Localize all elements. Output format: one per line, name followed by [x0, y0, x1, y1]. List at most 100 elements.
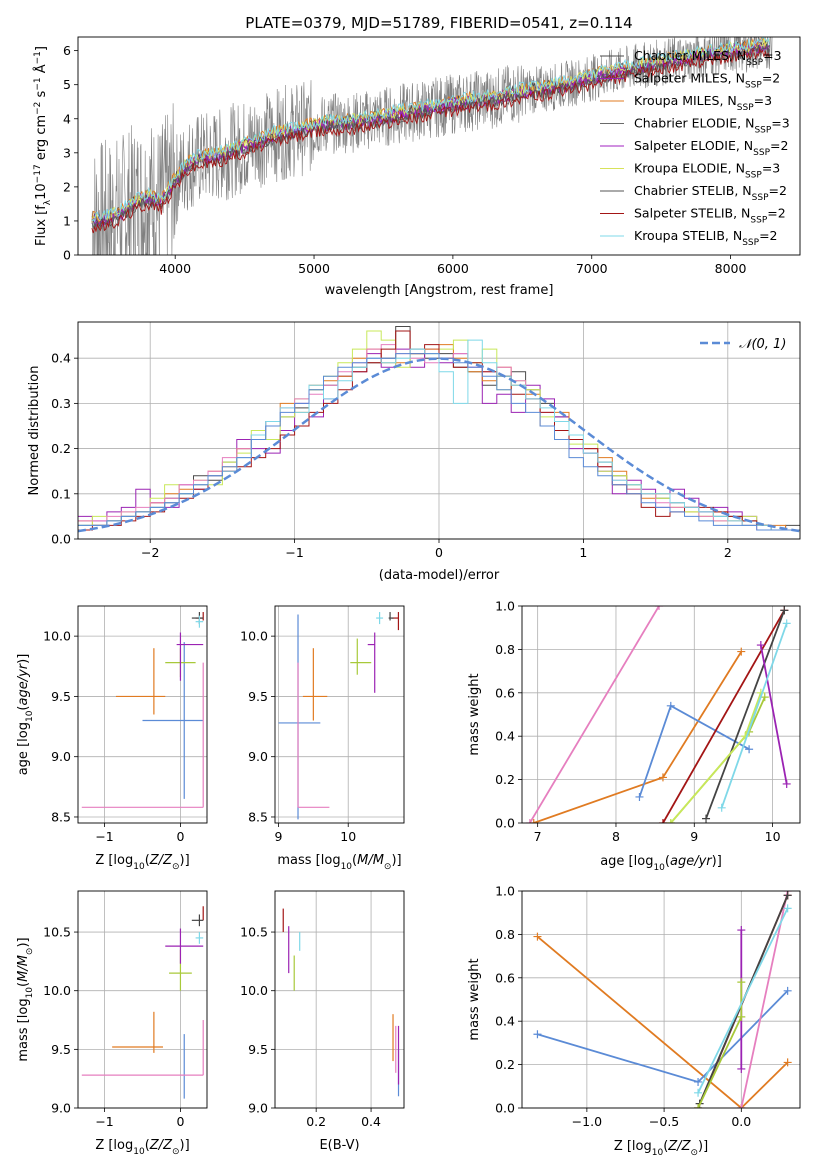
y-axis-label-part: ( — [16, 982, 31, 987]
errorbar-plot-area — [81, 612, 204, 808]
massweight-point — [529, 819, 538, 823]
y-tick-label: 0.0 — [495, 816, 515, 831]
x-tick-label: −1 — [95, 1114, 113, 1129]
x-axis-label-part: Z [log — [95, 853, 133, 868]
x-axis-label-part: 10 — [653, 863, 665, 873]
y-axis-label-part: Å — [33, 64, 49, 77]
y-tick-label: 0.4 — [51, 351, 71, 366]
y-tick-label: 10.0 — [43, 629, 71, 644]
x-tick-label: 0.2 — [306, 1114, 326, 1129]
x-tick-label: 1 — [579, 545, 587, 560]
y-tick-label: 0.8 — [495, 927, 515, 942]
y-axis-label-part: age [log — [16, 722, 31, 775]
massweight-point — [760, 693, 769, 702]
axes-frame — [77, 321, 801, 540]
massweight-point — [782, 619, 791, 628]
legend-label-part: =3 — [754, 93, 772, 108]
histogram-step-line — [78, 353, 800, 531]
x-axis-label: E(B-V) — [319, 1138, 359, 1153]
y-tick-label: 6 — [63, 43, 71, 58]
x-axis-label: (data-model)/error — [379, 568, 500, 583]
x-tick-label: −1.0 — [572, 1114, 602, 1129]
massweight-point — [655, 606, 664, 610]
x-tick-label: 0 — [176, 1114, 184, 1129]
legend-label-part: Kroupa STELIB, N — [634, 228, 742, 243]
y-axis-label-part: )] — [16, 654, 31, 664]
y-tick-label: 9.5 — [248, 1042, 268, 1057]
massweight-point — [737, 1104, 746, 1108]
y-axis-label-part: −2 — [33, 102, 43, 115]
massweight-point — [694, 1077, 703, 1086]
y-tick-label: 9.0 — [248, 1101, 268, 1116]
massweight-point — [783, 986, 792, 995]
y-tick-label: 0.2 — [495, 772, 515, 787]
legend-label: Chabrier STELIB, NSSP=2 — [634, 183, 787, 203]
y-axis-label-part: mass [log — [16, 998, 31, 1061]
legend-label-part: Salpeter ELODIE, N — [634, 138, 753, 153]
massweight-line — [536, 935, 789, 1108]
massweight-point — [702, 814, 711, 823]
massweight-point — [782, 779, 791, 788]
x-tick-label: 9 — [275, 829, 283, 844]
x-axis-label-part: ( — [145, 1138, 150, 1153]
massweight-point — [783, 904, 792, 913]
x-tick-label: 6000 — [437, 261, 469, 276]
legend-label: Chabrier ELODIE, NSSP=3 — [634, 116, 790, 136]
x-axis-label-part: 10 — [652, 1148, 664, 1158]
legend-label-part: Salpeter STELIB, N — [634, 206, 750, 221]
x-tick-label: 5000 — [298, 261, 330, 276]
legend-label-part: =2 — [762, 71, 780, 86]
x-tick-label: 8 — [612, 829, 620, 844]
massweight-point — [737, 1064, 746, 1073]
massweight-line — [720, 623, 788, 809]
massweight-line — [705, 609, 786, 820]
legend-label-part: Kroupa MILES, N — [634, 93, 737, 108]
errorbar-plot-area — [278, 612, 400, 820]
y-tick-label: 9.0 — [248, 749, 268, 764]
massweight-plot-area — [533, 891, 792, 1108]
y-tick-label: 10.5 — [43, 925, 71, 940]
x-tick-label: 0 — [435, 545, 443, 560]
legend-label-part: SSP — [754, 126, 771, 136]
x-tick-label: 7 — [534, 829, 542, 844]
massweight-point — [694, 1088, 703, 1097]
massweight-point — [717, 803, 726, 812]
x-axis-label-part: ⊙ — [690, 1148, 698, 1158]
y-axis-label-part: Flux [f — [34, 205, 49, 246]
z-vs-age-panel: −1 08.59.09.510.0Z [log10(Z/Z⊙)]age [log1… — [16, 605, 208, 872]
x-tick-label: −1 — [95, 829, 113, 844]
y-tick-label: 0 — [63, 248, 71, 263]
massweight-point — [658, 773, 667, 782]
massweight-point — [694, 1104, 703, 1108]
massweight-point — [666, 701, 675, 710]
x-axis-label: Z [log10(Z/Z⊙)] — [95, 853, 189, 872]
z-mass-weight-panel: −1.0 −0.5 0.0 0.0 0.2 0.4 0.6 0.8 1.0 Z [log10(Z/… — [467, 884, 801, 1158]
y-axis-label-part: )] — [16, 937, 31, 947]
y-tick-label: 0.1 — [51, 486, 71, 501]
massweight-point — [635, 792, 644, 801]
massweight-line — [759, 644, 788, 785]
massweight-line — [662, 609, 786, 823]
massweight-point — [533, 1030, 542, 1039]
y-tick-label: 10.0 — [240, 983, 268, 998]
y-axis-label-part: age/yr — [16, 662, 31, 705]
x-axis-label-part: )] — [391, 853, 401, 868]
massweight-line — [740, 891, 789, 1108]
y-axis-label-part: −1 — [33, 51, 43, 64]
y-tick-label: 0.3 — [51, 396, 71, 411]
y-tick-label: 1.0 — [495, 884, 515, 899]
ebv-vs-mass-panel: 0.2 0.4 9.0 9.5 10.0 10.5 E(B-V) — [240, 890, 405, 1153]
y-tick-label: 3 — [63, 145, 71, 160]
legend-label-part: =2 — [767, 206, 785, 221]
massweight-line — [697, 908, 789, 1094]
massweight-point — [783, 1058, 792, 1067]
x-axis-label-part: age/yr — [670, 854, 713, 869]
x-tick-label: 0.0 — [731, 1114, 751, 1129]
massweight-point — [737, 1012, 746, 1021]
legend-label-part: =3 — [762, 161, 780, 176]
x-axis-label-part: ⊙ — [384, 862, 392, 872]
legend-label-part: Chabrier ELODIE, N — [634, 116, 754, 131]
legend-label-part: =2 — [759, 228, 777, 243]
y-axis-label: age [log10(age/yr)] — [16, 654, 35, 776]
